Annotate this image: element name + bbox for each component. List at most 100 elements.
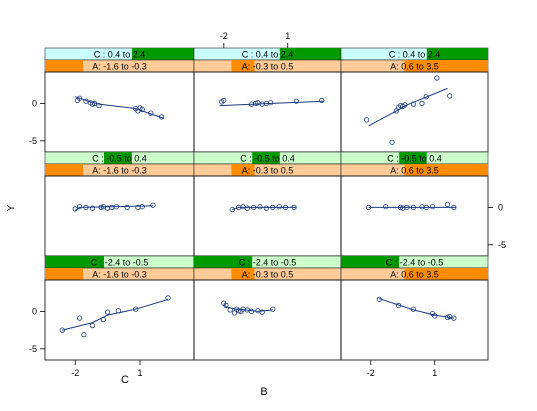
- y-tick-label: 0: [32, 306, 37, 316]
- panel-frame: [193, 175, 342, 257]
- strip-c-range-bar: [279, 48, 341, 60]
- data-point: [270, 204, 276, 210]
- data-point: [423, 204, 429, 210]
- strip-a-label: A: -1.6 to -0.3: [92, 166, 147, 176]
- strip-a-range-bar: [231, 164, 255, 176]
- x-axis-label-small: C: [121, 374, 129, 386]
- data-point: [276, 204, 282, 210]
- strip-a-range-bar: [231, 60, 255, 72]
- data-point: [83, 204, 89, 210]
- data-point: [451, 204, 457, 210]
- x-axis-label: B: [260, 386, 267, 398]
- panel-frame: [44, 279, 195, 361]
- y-tick-label: -5: [29, 136, 37, 146]
- data-point: [227, 307, 233, 313]
- strip-a-range-bar: [45, 60, 83, 72]
- data-point: [434, 75, 440, 81]
- data-point: [366, 204, 372, 210]
- data-point: [109, 204, 115, 210]
- data-point: [282, 204, 289, 210]
- data-point: [291, 204, 297, 210]
- data-point: [410, 306, 416, 312]
- data-point: [389, 139, 395, 145]
- data-point: [98, 204, 104, 210]
- strip-c-label: C : 0.4 to 2.4: [94, 50, 146, 60]
- strip-a-label: A: -1.6 to -0.3: [92, 270, 147, 280]
- data-point: [447, 93, 453, 99]
- data-point: [244, 205, 250, 211]
- data-point: [393, 108, 399, 114]
- data-point: [423, 94, 429, 100]
- x-tick-label: 1: [285, 31, 290, 41]
- strip-a-label: A: -0.3 to 0.5: [242, 62, 294, 72]
- strip-a-range-bar: [404, 268, 488, 280]
- data-point: [77, 204, 83, 210]
- data-point: [165, 295, 171, 301]
- data-point: [255, 308, 261, 314]
- axes-group: -2 1 -2 1 -2 1 0 -5 0 -5 0 -5: [29, 31, 506, 378]
- strip-c-label: C : 0.4 to 2.4: [389, 50, 441, 60]
- data-point: [404, 204, 410, 210]
- strip-a-range-bar: [231, 268, 255, 280]
- data-point: [444, 314, 451, 320]
- data-point: [77, 315, 83, 321]
- data-point: [410, 204, 416, 210]
- panel-frame: [44, 175, 195, 257]
- strip-c-range-bar: [341, 256, 400, 268]
- y-tick-label: 0: [32, 98, 37, 108]
- x-tick-label: -2: [367, 368, 375, 378]
- fit-line: [62, 298, 169, 331]
- panel: C : 0.4 to 2.4 A: -1.6 to -0.3: [44, 47, 195, 153]
- data-point: [150, 202, 156, 208]
- data-point: [81, 331, 87, 338]
- strip-a-label: A: 0.6 to 3.5: [390, 62, 439, 72]
- data-point: [363, 117, 370, 123]
- data-point: [432, 313, 438, 319]
- data-point: [257, 204, 263, 210]
- data-point: [395, 302, 402, 308]
- data-point: [96, 103, 102, 109]
- panel: C : 0.4 to 2.4 A: -0.3 to 0.5: [193, 47, 342, 153]
- panel-frame: [340, 71, 489, 153]
- data-point: [444, 201, 451, 207]
- strip-a-range-bar: [404, 164, 488, 176]
- fit-line: [75, 96, 164, 119]
- data-point: [89, 101, 96, 107]
- panel: C : -2.4 to -0.5 A: 0.6 to 3.5: [340, 255, 489, 361]
- panel: C : 0.4 to 2.4 A: 0.6 to 3.5: [340, 47, 489, 153]
- data-point: [89, 322, 96, 329]
- panel-frame: [340, 279, 489, 361]
- strip-c-range-bar: [103, 152, 132, 164]
- data-point: [72, 206, 78, 212]
- panel-frame: [340, 175, 489, 257]
- y-tick-label: -5: [498, 240, 506, 250]
- strip-c-range-bar: [399, 152, 427, 164]
- strip-a-label: A: -1.6 to -0.3: [92, 62, 147, 72]
- x-tick-label: 1: [432, 368, 437, 378]
- y-tick-label: -5: [29, 344, 37, 354]
- strip-a-range-bar: [45, 164, 83, 176]
- data-point: [92, 100, 98, 107]
- x-tick-label: -2: [220, 31, 228, 41]
- data-point: [159, 114, 165, 120]
- strip-c-label: C : 0.4 to 2.4: [242, 50, 294, 60]
- data-point: [148, 110, 154, 116]
- data-point: [376, 296, 382, 302]
- strip-c-label: C : -0.5 to 0.4: [387, 154, 442, 164]
- y-tick-label: 0: [498, 202, 503, 212]
- strip-a-range-bar: [404, 60, 488, 72]
- fit-line: [219, 100, 325, 107]
- x-tick-label: -2: [71, 368, 79, 378]
- panel-frame: [193, 71, 342, 153]
- strip-a-label: A: 0.6 to 3.5: [390, 270, 439, 280]
- panel: C : -0.5 to 0.4 A: -0.3 to 0.5: [193, 151, 342, 257]
- y-axis-label: Y: [6, 204, 17, 211]
- strip-a-label: A: -0.3 to 0.5: [242, 166, 294, 176]
- panel-grid: C : 0.4 to 2.4A: -1.6 to -0.3C : 0.4 to …: [44, 47, 489, 361]
- data-point: [402, 102, 408, 108]
- data-point: [319, 97, 325, 104]
- data-point: [251, 204, 257, 210]
- panel: C : -0.5 to 0.4 A: 0.6 to 3.5: [340, 151, 489, 257]
- data-point: [229, 207, 235, 213]
